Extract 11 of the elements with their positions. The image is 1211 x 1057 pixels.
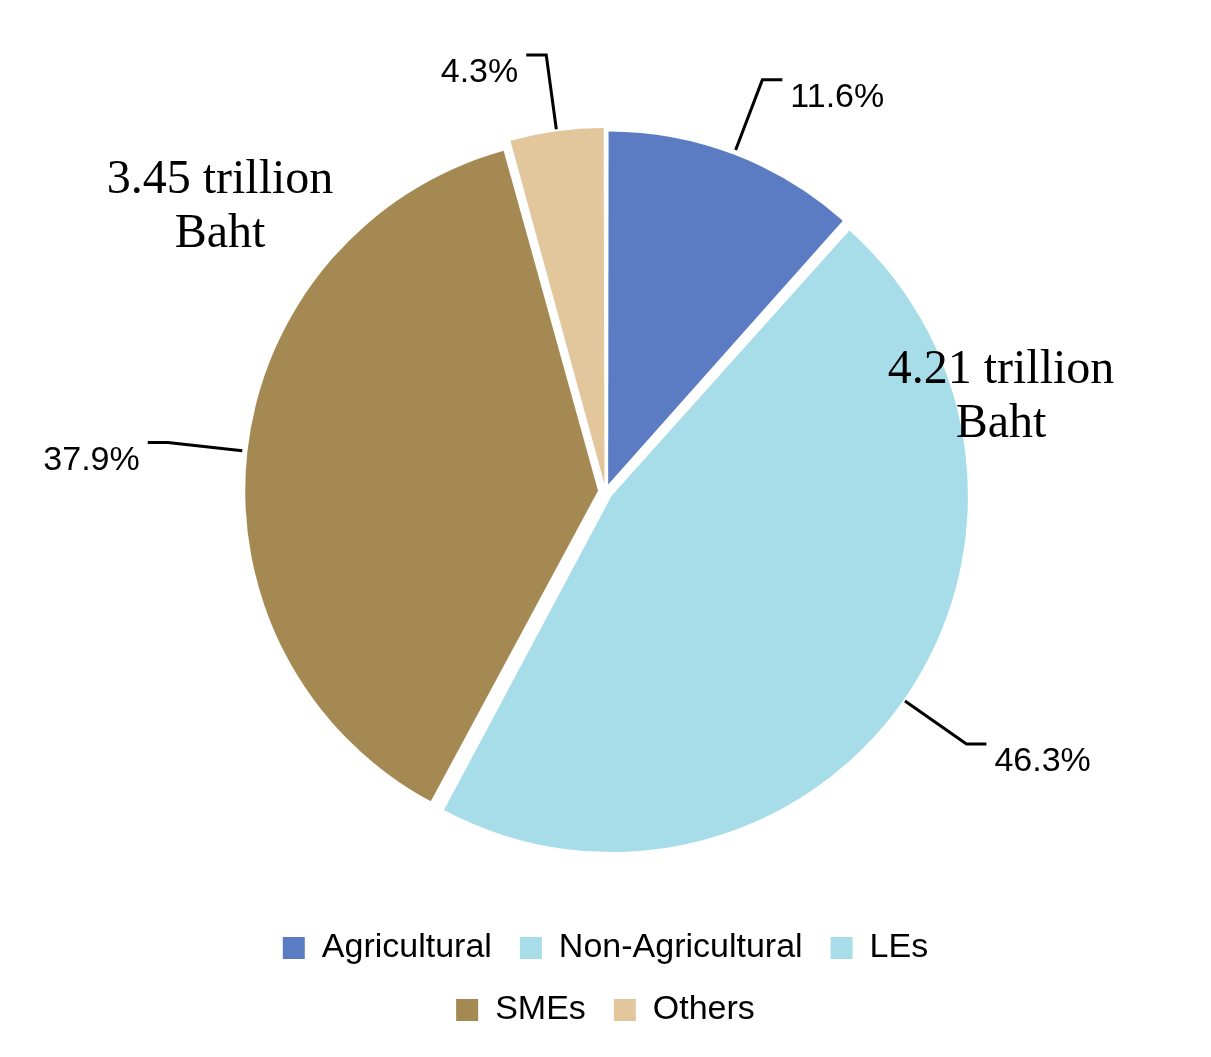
legend-label: LEs	[869, 926, 929, 965]
legend-label: Others	[652, 988, 755, 1027]
data-label: 4.3%	[440, 51, 519, 90]
data-label: 37.9%	[43, 438, 140, 477]
legend-label: Non-Agricultural	[558, 926, 803, 965]
legend-label: Agricultural	[321, 926, 492, 965]
text: 4.21 trillion Baht	[887, 339, 1115, 447]
text: 3.45 trillion Baht	[106, 149, 334, 257]
data-label: 11.6%	[790, 76, 885, 115]
data-label: 46.3%	[994, 740, 1091, 779]
legend-label: SMEs	[495, 988, 586, 1027]
